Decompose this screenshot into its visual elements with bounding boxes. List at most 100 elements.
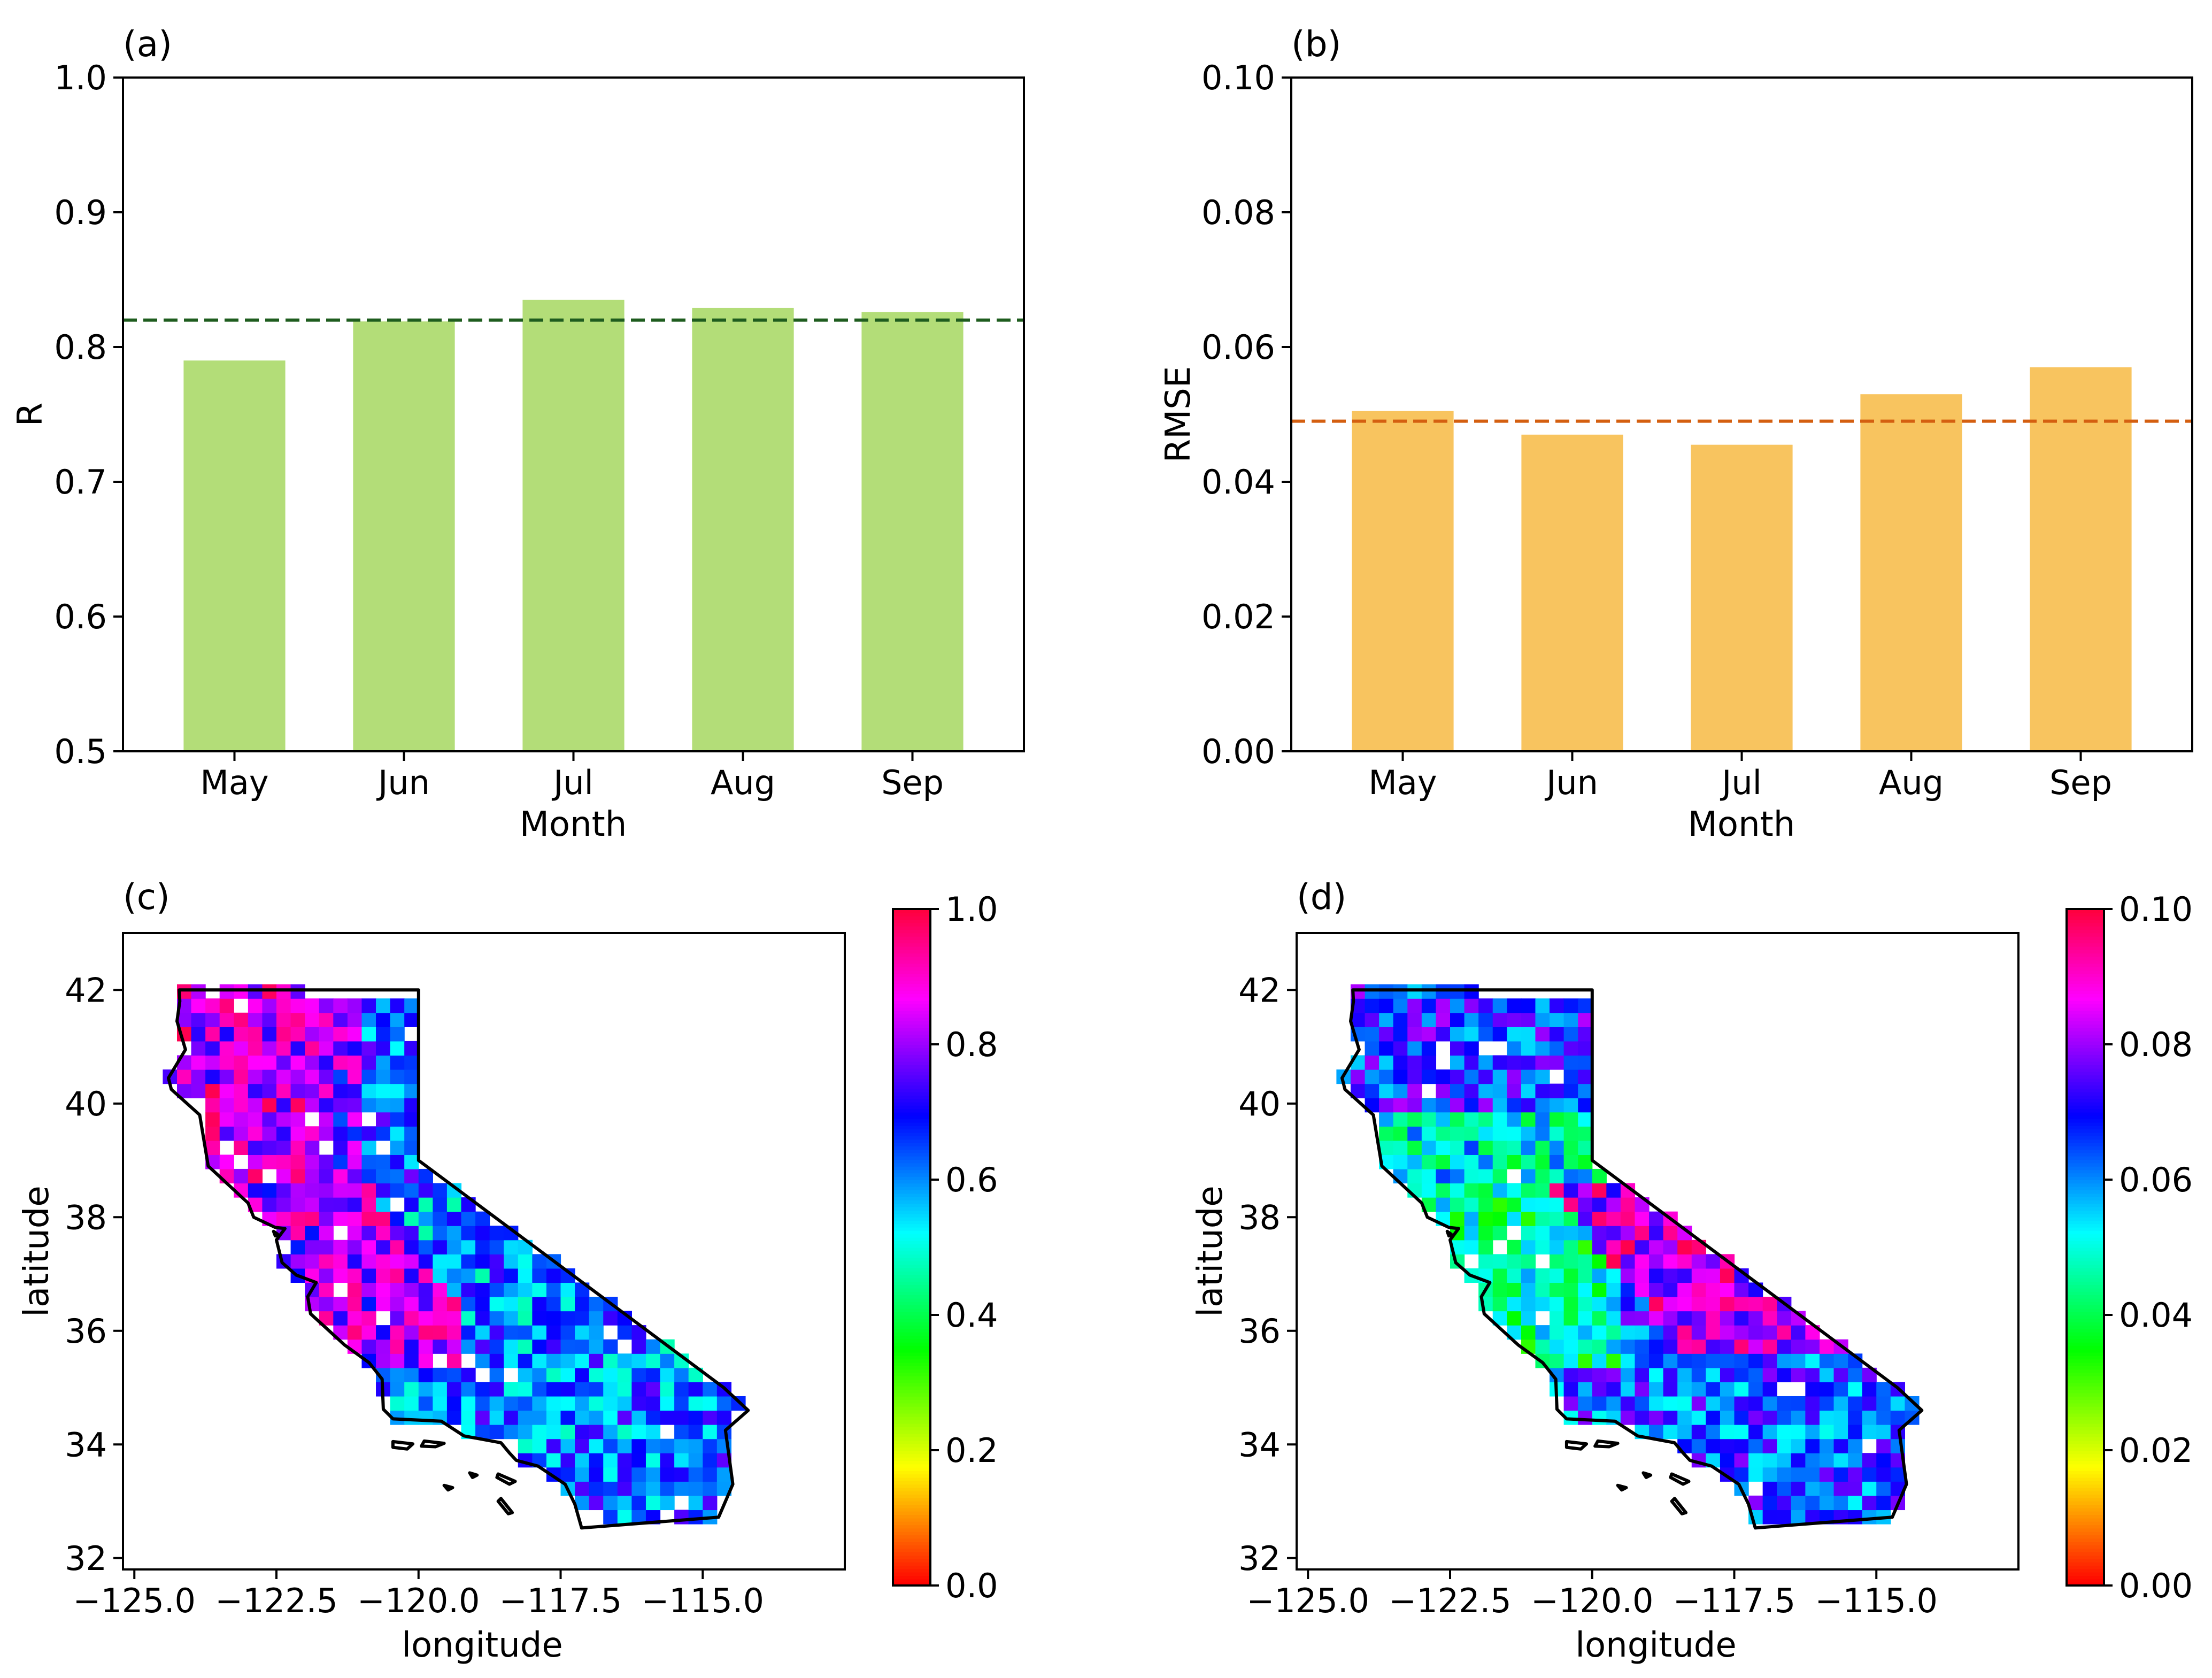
colorbar-segment — [2067, 1406, 2104, 1411]
grid-cell — [1706, 1297, 1721, 1312]
grid-cell — [1436, 1069, 1451, 1084]
grid-cell — [1620, 1268, 1636, 1283]
grid-cell — [1379, 1083, 1394, 1098]
grid-cell — [1550, 1268, 1564, 1283]
grid-cell — [532, 1438, 547, 1453]
grid-cell — [276, 1211, 291, 1226]
x-tick-label: Jun — [376, 763, 430, 802]
grid-cell — [1791, 1453, 1806, 1468]
colorbar-segment — [2067, 1139, 2104, 1143]
colorbar-segment — [893, 1034, 930, 1038]
grid-cell — [631, 1339, 646, 1354]
grid-cell — [1663, 1353, 1678, 1368]
colorbar-segment — [2067, 1183, 2104, 1187]
grid-cell — [1649, 1211, 1664, 1226]
grid-cell — [1436, 1027, 1451, 1042]
grid-cell — [1833, 1481, 1848, 1496]
colorbar-segment — [893, 1247, 930, 1251]
grid-cell — [248, 1126, 263, 1141]
grid-cell — [418, 1268, 433, 1283]
grid-cell — [361, 1339, 376, 1354]
colorbar-segment — [893, 1007, 930, 1011]
grid-cell — [489, 1353, 504, 1368]
colorbar-segment — [893, 1430, 930, 1434]
grid-cell — [1535, 1240, 1550, 1254]
grid-cell — [518, 1367, 533, 1382]
grid-cell — [1706, 1353, 1721, 1368]
grid-cell — [1478, 1083, 1493, 1098]
colorbar-segment — [893, 1125, 930, 1130]
grid-cell — [532, 1367, 547, 1382]
colorbar-segment — [2067, 994, 2104, 998]
colorbar-segment — [2067, 1078, 2104, 1082]
grid-cell — [1450, 1012, 1465, 1027]
colorbar-segment — [2067, 1295, 2104, 1299]
grid-cell — [1464, 1168, 1479, 1184]
colorbar-segment — [2067, 909, 2104, 913]
grid-cell — [1407, 1055, 1422, 1070]
grid-cell — [1393, 1012, 1408, 1027]
colorbar-segment — [2067, 1355, 2104, 1360]
grid-cell — [276, 1197, 291, 1212]
grid-cell — [461, 1396, 476, 1411]
grid-cell — [347, 1154, 363, 1169]
grid-cell — [645, 1481, 661, 1496]
grid-cell — [461, 1297, 476, 1312]
grid-cell — [518, 1382, 533, 1397]
grid-cell — [1620, 1254, 1636, 1269]
grid-cell — [1706, 1282, 1721, 1297]
grid-cell — [1819, 1396, 1835, 1411]
grid-cell — [1407, 1168, 1422, 1184]
grid-cell — [1762, 1367, 1777, 1382]
panel-d-map: (d) −125.0 −122.5 −120.0 −117.5 −115.0 32343… — [1191, 876, 2193, 1665]
colorbar-segment — [893, 1058, 930, 1062]
grid-cell — [248, 1183, 263, 1198]
grid-cell — [1606, 1382, 1621, 1397]
grid-cell — [461, 1325, 476, 1340]
grid-cell — [347, 1183, 363, 1198]
grid-cell — [234, 1112, 249, 1127]
grid-cell — [1492, 1183, 1507, 1198]
grid-cell — [290, 1112, 305, 1127]
grid-cell — [390, 1041, 405, 1056]
grid-cell — [1535, 1083, 1550, 1098]
grid-cell — [1635, 1325, 1650, 1340]
grid-cell — [333, 1112, 348, 1127]
colorbar-segment — [893, 976, 930, 981]
colorbar-tick-label: 0.04 — [2119, 1296, 2193, 1335]
grid-cell — [1833, 1367, 1848, 1382]
grid-cell — [1691, 1339, 1706, 1354]
grid-cell — [205, 1083, 220, 1098]
grid-cell — [205, 1041, 220, 1056]
bar-jun — [1521, 434, 1623, 751]
grid-cell — [575, 1438, 590, 1453]
grid-cell — [205, 1027, 220, 1042]
grid-cell — [305, 1098, 320, 1113]
colorbar-segment — [893, 1349, 930, 1353]
grid-cell — [1819, 1495, 1835, 1511]
grid-cell — [205, 1055, 220, 1070]
grid-cell — [1876, 1467, 1891, 1482]
grid-cell — [1833, 1495, 1848, 1511]
y-tick-label: 38 — [65, 1198, 107, 1237]
colorbar-segment — [2067, 1331, 2104, 1336]
grid-cell — [1492, 1254, 1507, 1269]
colorbar-segment — [893, 1420, 930, 1424]
grid-cell — [1720, 1453, 1735, 1468]
x-tick-label: −117.5 — [1673, 1581, 1795, 1620]
x-tick-label: −115.0 — [1815, 1581, 1938, 1620]
grid-cell — [1393, 1154, 1408, 1169]
colorbar-segment — [893, 1244, 930, 1248]
grid-cell — [1663, 1410, 1678, 1425]
colorbar-segment — [2067, 1382, 2104, 1387]
grid-cell — [1478, 1012, 1493, 1027]
grid-cell — [347, 1083, 363, 1098]
grid-cell — [390, 1353, 405, 1368]
grid-cell — [404, 1339, 419, 1354]
grid-cell — [532, 1339, 547, 1354]
grid-cell — [1620, 1226, 1636, 1241]
panel-a-xlabel: Month — [520, 805, 627, 844]
grid-cell — [1379, 1112, 1394, 1127]
grid-cell — [1762, 1297, 1777, 1312]
colorbar-segment — [893, 1514, 930, 1519]
